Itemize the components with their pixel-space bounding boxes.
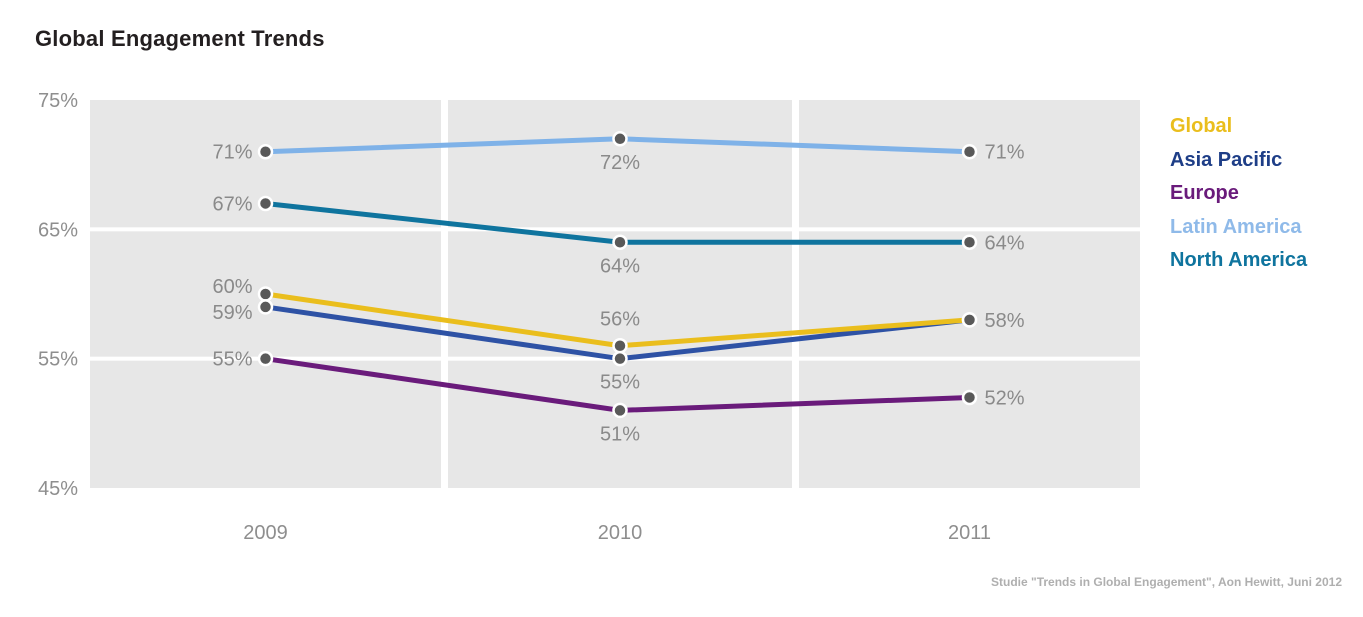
data-point-asia-pacific-2010 (612, 350, 628, 367)
point-label-global-2010: 56% (600, 309, 640, 331)
point-label-europe-2009: 55% (212, 349, 252, 371)
data-point-europe-2009 (257, 350, 274, 367)
legend-item-north-america: North America (1170, 249, 1308, 271)
legend: Global Asia Pacific Europe Latin America Nor… (1170, 110, 1360, 278)
point-label-latin-america-2009: 71% (212, 142, 252, 164)
x-tick-label-2010: 2010 (598, 522, 643, 544)
point-label-asia-pacific-2010: 55% (600, 372, 640, 394)
data-point-north-america-2011 (961, 234, 978, 251)
point-label-north-america-2011: 64% (985, 232, 1025, 254)
data-point-north-america-2010 (612, 234, 628, 251)
point-label-latin-america-2011: 71% (985, 142, 1025, 164)
point-label-europe-2010: 51% (600, 423, 640, 445)
legend-item-europe: Europe (1170, 182, 1239, 204)
y-tick-label-75: 75% (38, 90, 78, 112)
data-point-global-2009 (257, 286, 274, 302)
data-point-asia-pacific-2009 (257, 299, 274, 315)
data-point-latin-america-2011 (961, 143, 978, 160)
plot-panel-2010 (448, 100, 792, 488)
y-tick-label-65: 65% (38, 219, 78, 241)
data-point-latin-america-2009 (257, 143, 274, 160)
data-point-europe-2010 (612, 402, 628, 419)
point-label-global-2011: 58% (985, 310, 1025, 332)
point-label-asia-pacific-2009: 59% (212, 302, 252, 324)
data-point-europe-2011 (961, 389, 978, 406)
data-point-latin-america-2010 (612, 131, 628, 147)
legend-item-asia-pacific: Asia Pacific (1170, 148, 1283, 171)
data-point-global-2010 (612, 337, 628, 354)
x-tick-label-2011: 2011 (948, 522, 991, 544)
y-tick-label-45: 45% (38, 478, 78, 500)
point-label-global-2009: 60% (212, 276, 252, 298)
point-label-latin-america-2010: 72% (600, 152, 640, 174)
point-label-north-america-2010: 64% (600, 255, 640, 277)
legend-item-global: Global (1170, 115, 1233, 137)
data-point-asia-pacific-2011 (961, 312, 978, 328)
legend-item-latin-america: Latin America (1170, 215, 1302, 238)
point-label-north-america-2009: 67% (212, 193, 252, 215)
x-tick-label-2009: 2009 (243, 522, 288, 544)
plot-panel-2011 (799, 100, 1140, 488)
source-note: Studie "Trends in Global Engagement", Ao… (991, 575, 1342, 589)
point-label-europe-2011: 52% (985, 387, 1025, 409)
gridline-65 (90, 227, 1140, 232)
data-point-north-america-2009 (257, 195, 274, 212)
chart-title: Global Engagement Trends (35, 26, 325, 51)
y-tick-label-55: 55% (38, 349, 78, 371)
